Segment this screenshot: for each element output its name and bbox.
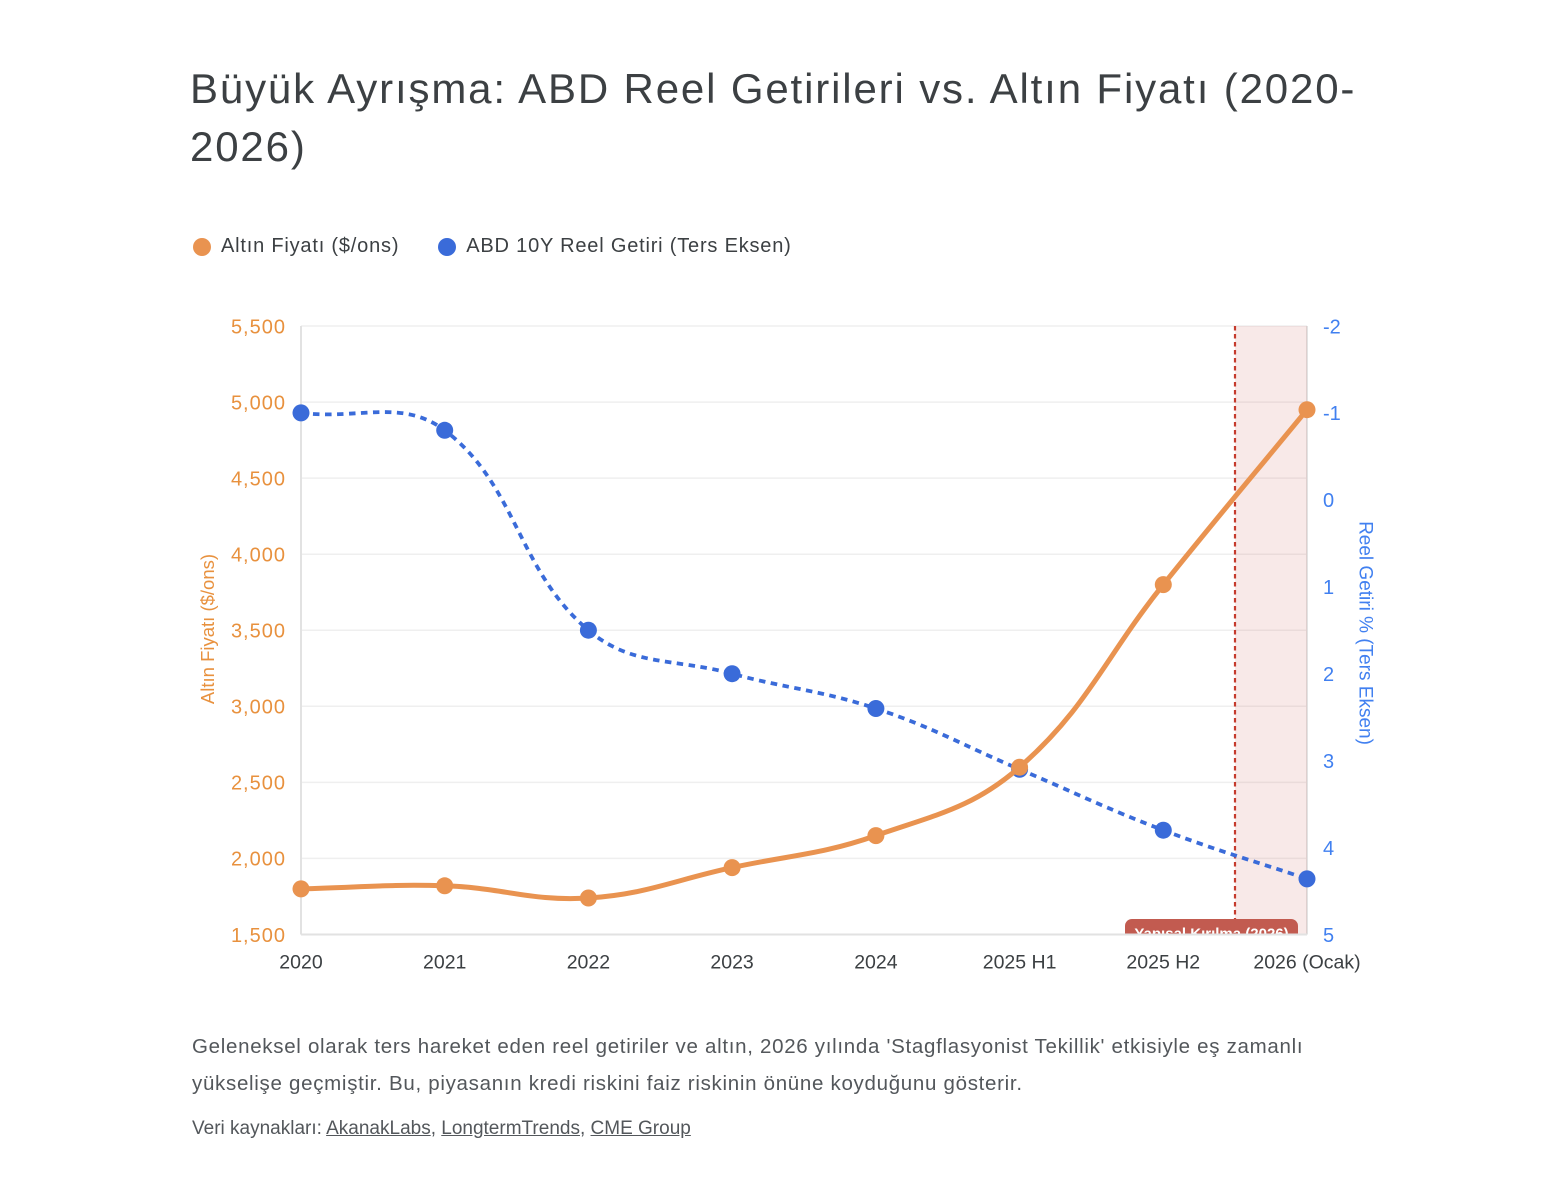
svg-text:3,500: 3,500: [231, 621, 286, 643]
svg-text:2,500: 2,500: [231, 773, 286, 795]
svg-text:2: 2: [1323, 664, 1334, 686]
svg-text:4,500: 4,500: [231, 468, 286, 490]
svg-text:2022: 2022: [567, 952, 610, 974]
svg-text:-2: -2: [1323, 316, 1341, 338]
svg-text:Reel Getiri % (Ters Eksen): Reel Getiri % (Ters Eksen): [1355, 521, 1376, 745]
svg-text:3,000: 3,000: [231, 697, 286, 719]
svg-text:5: 5: [1323, 925, 1334, 947]
svg-text:1: 1: [1323, 577, 1334, 599]
svg-text:5,500: 5,500: [231, 316, 286, 338]
svg-text:2025 H1: 2025 H1: [983, 952, 1057, 974]
svg-text:2025 H2: 2025 H2: [1126, 952, 1200, 974]
svg-text:4,000: 4,000: [231, 545, 286, 567]
svg-text:1,500: 1,500: [231, 925, 286, 947]
svg-text:4: 4: [1323, 838, 1334, 860]
svg-text:Yapısal Kırılma (2026): Yapısal Kırılma (2026): [1134, 926, 1288, 943]
svg-text:2026 (Ocak): 2026 (Ocak): [1253, 952, 1360, 974]
svg-text:Altın Fiyatı ($/ons): Altın Fiyatı ($/ons): [197, 554, 218, 704]
svg-text:2021: 2021: [423, 952, 466, 974]
svg-text:2,000: 2,000: [231, 849, 286, 871]
svg-text:2024: 2024: [854, 952, 898, 974]
svg-text:-1: -1: [1323, 403, 1341, 425]
svg-text:2023: 2023: [710, 952, 753, 974]
svg-text:3: 3: [1323, 751, 1334, 773]
svg-text:5,000: 5,000: [231, 392, 286, 414]
svg-text:2020: 2020: [279, 952, 323, 974]
svg-text:0: 0: [1323, 490, 1334, 512]
